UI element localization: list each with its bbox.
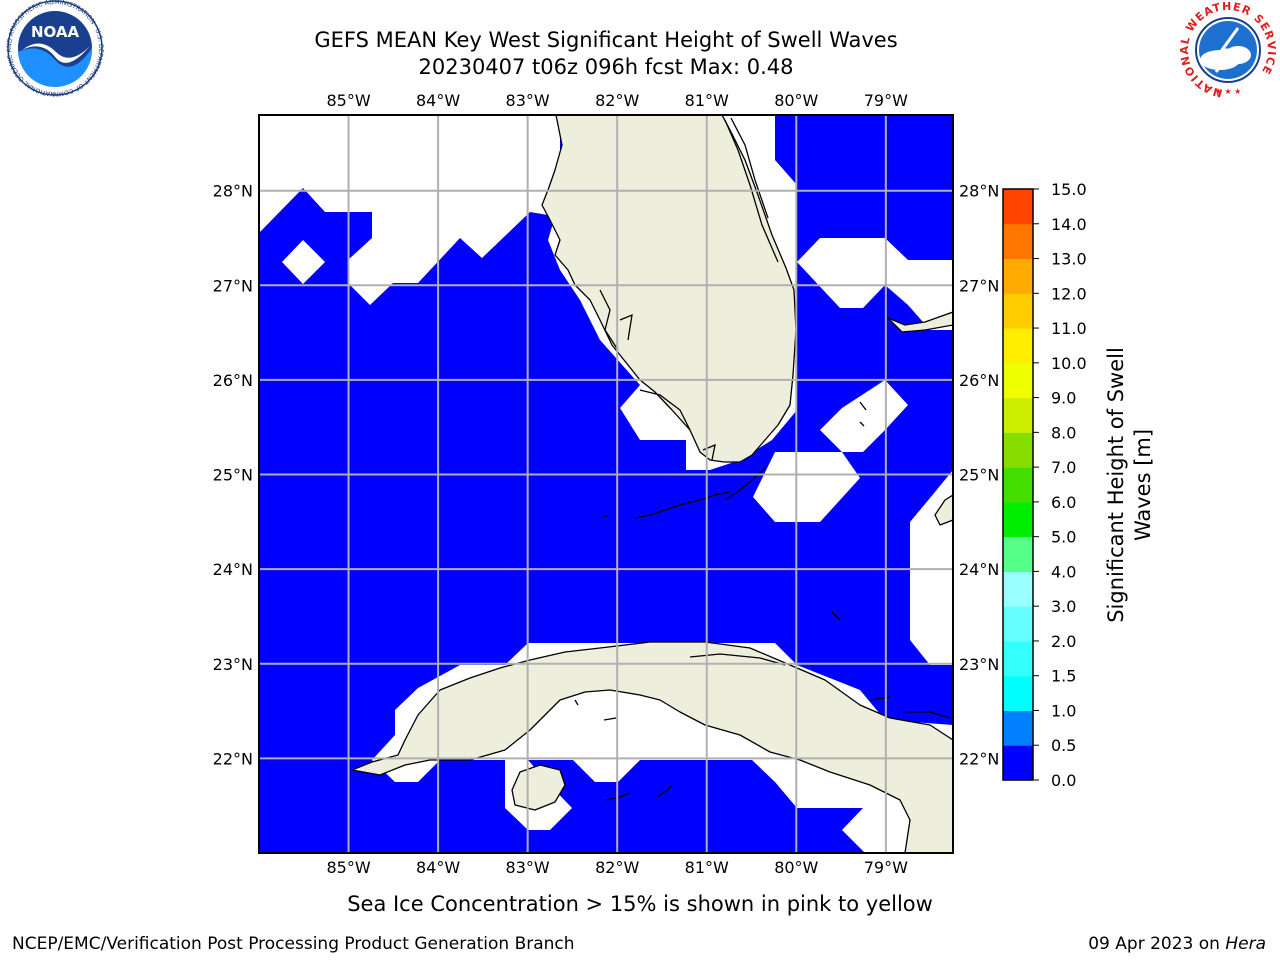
bahamas-andros (934, 494, 953, 526)
colorbar-swatch (1003, 432, 1033, 468)
colorbar-swatch (1003, 710, 1033, 746)
latitude-labels-right: 28°N 27°N 26°N 25°N 24°N 23°N 22°N (959, 182, 999, 769)
colorbar-frame (1002, 188, 1034, 781)
lon-tick-label: 83°W (506, 91, 550, 110)
footer-date-text: 09 Apr 2023 on (1088, 934, 1225, 954)
map-frame (258, 114, 954, 854)
bahamas-grand-bahama (887, 311, 953, 333)
colorbar-tick-label: 6.0 (1051, 493, 1076, 512)
lat-tick-label: 27°N (959, 276, 999, 295)
colorbar-tick-label: 0.0 (1051, 771, 1076, 790)
lon-tick-label: 85°W (326, 91, 370, 110)
colorbar-swatch (1003, 397, 1033, 433)
colorbar-label: Significant Height of Swell (1104, 347, 1128, 623)
colorbar-tick-label: 13.0 (1051, 250, 1087, 269)
footer-credit: NCEP/EMC/Verification Post Processing Pr… (12, 934, 575, 954)
chart-subtitle: 20230407 t06z 096h fcst Max: 0.48 (419, 55, 794, 79)
graticule (259, 115, 953, 853)
colorbar-swatch (1003, 571, 1033, 607)
lon-tick-label: 84°W (416, 91, 460, 110)
lon-tick-label: 81°W (685, 858, 729, 877)
longitude-labels-bottom: 85°W 84°W 83°W 82°W 81°W 80°W 79°W (326, 858, 908, 877)
nodata-patch (282, 240, 325, 284)
lon-tick-label: 82°W (595, 91, 639, 110)
lat-tick-label: 22°N (959, 749, 999, 768)
sea-ice-note: Sea Ice Concentration > 15% is shown in … (347, 892, 933, 916)
lat-tick-label: 26°N (959, 371, 999, 390)
lat-tick-label: 24°N (959, 560, 999, 579)
lon-tick-label: 83°W (506, 858, 550, 877)
footer-machine: Hera (1225, 934, 1266, 954)
colorbar-swatch (1003, 362, 1033, 399)
colorbar-swatch (1003, 328, 1033, 364)
footer-date: 09 Apr 2023 on Hera (1088, 934, 1266, 954)
colorbar-swatch (1003, 640, 1033, 677)
colorbar-tick-label: 15.0 (1051, 180, 1087, 199)
colorbar-tick-label: 1.5 (1051, 667, 1076, 686)
colorbar-ticks: 0.0 0.5 1.0 1.5 2.0 3.0 4.0 5.0 6.0 7.0 8.0 9.0 10.0… (1033, 180, 1087, 790)
colorbar-tick-label: 1.0 (1051, 701, 1076, 720)
lat-tick-label: 23°N (213, 655, 253, 674)
colorbar-tick-label: 5.0 (1051, 528, 1076, 547)
lat-tick-label: 28°N (959, 182, 999, 201)
colorbar-swatch (1003, 745, 1033, 781)
chart-title: GEFS MEAN Key West Significant Height of… (314, 28, 897, 52)
colorbar-swatch (1003, 189, 1033, 225)
colorbar-tick-label: 11.0 (1051, 319, 1087, 338)
colorbar-tick-label: 2.0 (1051, 632, 1076, 651)
colorbar (1002, 188, 1034, 781)
lat-tick-label: 25°N (959, 466, 999, 485)
colorbar-tick-label: 9.0 (1051, 389, 1076, 408)
longitude-labels-top: 85°W 84°W 83°W 82°W 81°W 80°W 79°W (326, 91, 908, 110)
lat-tick-label: 25°N (213, 466, 253, 485)
florida-peninsula (541, 115, 797, 463)
lat-tick-label: 24°N (213, 560, 253, 579)
lon-tick-label: 79°W (864, 91, 908, 110)
lon-tick-label: 81°W (685, 91, 729, 110)
colorbar-tick-label: 12.0 (1051, 284, 1087, 303)
colorbar-swatch (1003, 675, 1033, 711)
colorbar-swatch (1003, 536, 1033, 572)
colorbar-swatch (1003, 501, 1033, 538)
colorbar-swatch (1003, 223, 1033, 260)
land-masses (351, 115, 953, 853)
colorbar-tick-label: 3.0 (1051, 597, 1076, 616)
colorbar-swatch (1003, 293, 1033, 329)
lon-tick-label: 82°W (595, 858, 639, 877)
latitude-labels-left: 28°N 27°N 26°N 25°N 24°N 23°N 22°N (213, 182, 253, 769)
lat-tick-label: 28°N (213, 182, 253, 201)
lon-tick-label: 80°W (774, 858, 818, 877)
colorbar-tick-label: 7.0 (1051, 458, 1076, 477)
cuba-island (351, 641, 953, 853)
colorbar-tick-label: 0.5 (1051, 736, 1076, 755)
star-icon: ★ ★ ★ (1215, 87, 1242, 96)
lon-tick-label: 79°W (864, 858, 908, 877)
lat-tick-label: 27°N (213, 276, 253, 295)
coastline-details (574, 117, 951, 801)
lat-tick-label: 22°N (213, 749, 253, 768)
colorbar-swatch (1003, 606, 1033, 642)
colorbar-tick-label: 10.0 (1051, 354, 1087, 373)
lon-tick-label: 85°W (326, 858, 370, 877)
map-panel (259, 115, 953, 853)
lat-tick-label: 26°N (213, 371, 253, 390)
lon-tick-label: 80°W (774, 91, 818, 110)
noaa-logo: NATIONAL OCEANIC AND ATMOSPHERIC ADMINIS… (0, 0, 104, 97)
nws-logo: NATIONAL WEATHER SERVICE ★ ★ ★ (1178, 0, 1277, 100)
colorbar-tick-label: 4.0 (1051, 562, 1076, 581)
noaa-logo-text: NOAA (31, 23, 80, 41)
colorbar-label-units: Waves [m] (1131, 429, 1155, 541)
colorbar-swatch (1003, 258, 1033, 294)
lat-tick-label: 23°N (959, 655, 999, 674)
colorbar-tick-label: 8.0 (1051, 423, 1076, 442)
colorbar-tick-label: 14.0 (1051, 215, 1087, 234)
lon-tick-label: 84°W (416, 858, 460, 877)
colorbar-swatch (1003, 467, 1033, 503)
